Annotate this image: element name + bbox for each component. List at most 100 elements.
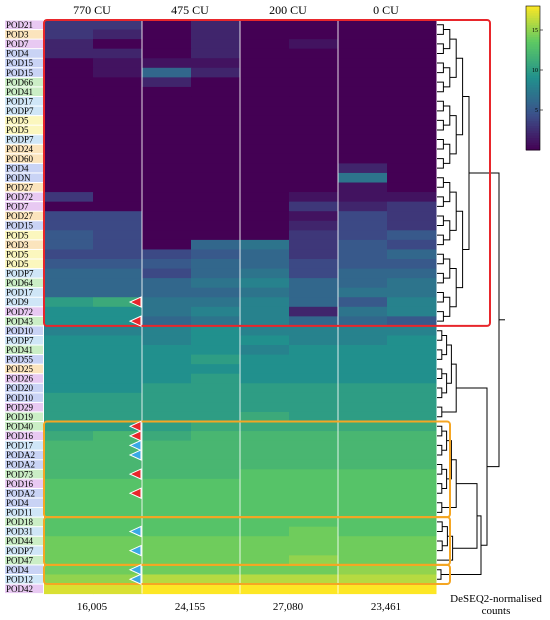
- heatmap-cell: [44, 134, 94, 145]
- heatmap-cell: [240, 125, 290, 136]
- row-label-bg: [5, 335, 43, 345]
- row-label-bg: [5, 402, 43, 412]
- row-label-bg: [5, 555, 43, 565]
- row-label-bg: [5, 221, 43, 230]
- row-label: POD60: [6, 154, 34, 164]
- dendrogram-branch: [441, 430, 448, 451]
- heatmap-cell: [338, 507, 388, 518]
- row-label-bg: [5, 469, 43, 479]
- row-label: POD5: [6, 116, 29, 126]
- heatmap-cell: [191, 134, 241, 145]
- heatmap-cell: [93, 77, 143, 88]
- colorbar-step: [526, 58, 540, 62]
- column-header: 200 CU: [269, 3, 307, 17]
- heatmap-cell: [387, 335, 437, 346]
- row-label-bg: [5, 269, 43, 278]
- heatmap-cell: [240, 58, 290, 69]
- heatmap-cell: [191, 192, 241, 203]
- heatmap-cell: [44, 20, 94, 31]
- row-label: PODP7: [6, 135, 34, 145]
- heatmap-cell: [387, 115, 437, 126]
- row-label-bg: [5, 68, 43, 77]
- heatmap-cell: [142, 48, 192, 59]
- heatmap-cell: [44, 58, 94, 69]
- column-header: 770 CU: [73, 3, 111, 17]
- colorbar-step: [526, 18, 540, 21]
- heatmap-cell: [44, 39, 94, 50]
- heatmap-cell: [338, 517, 388, 528]
- heatmap-cell: [191, 421, 241, 432]
- heatmap-cell: [93, 259, 143, 270]
- heatmap-cell: [191, 144, 241, 155]
- heatmap-cell: [387, 421, 437, 432]
- heatmap-cell: [44, 450, 94, 461]
- dendrogram-branch: [443, 182, 451, 203]
- heatmap-cell: [93, 507, 143, 518]
- colorbar-step: [526, 22, 540, 26]
- row-label-bg: [5, 498, 43, 508]
- heatmap-cell: [289, 134, 339, 145]
- heatmap-cell: [191, 373, 241, 384]
- row-label: PODN: [6, 173, 31, 183]
- heatmap-cell: [142, 364, 192, 375]
- heatmap-cell: [338, 411, 388, 423]
- colorbar-step: [526, 106, 540, 110]
- dendrogram-branch: [437, 406, 443, 418]
- heatmap-cell: [93, 278, 143, 289]
- row-label-bg: [5, 39, 43, 49]
- row-label: POD72: [6, 192, 33, 202]
- row-label: POD73: [6, 469, 34, 479]
- row-label-bg: [5, 154, 43, 163]
- row-label: POD26: [6, 374, 34, 384]
- heatmap-cell: [44, 555, 94, 566]
- heatmap-cell: [44, 220, 94, 231]
- heatmap-cell: [191, 249, 241, 260]
- heatmap-cell: [191, 39, 241, 50]
- heatmap-cell: [338, 392, 388, 403]
- row-labels: POD21POD3POD7POD4POD15POD15POD66POD41POD…: [5, 20, 43, 594]
- heatmap-cell: [142, 526, 192, 537]
- heatmap-cell: [338, 125, 388, 136]
- heatmap-cell: [142, 574, 192, 585]
- heatmap-cell: [44, 96, 94, 107]
- heatmap-cell: [93, 96, 143, 107]
- row-label-bg: [5, 49, 43, 58]
- heatmap-cell: [142, 564, 192, 575]
- heatmap-cell: [93, 163, 143, 174]
- heatmap-cell: [44, 316, 94, 327]
- heatmap-cell: [338, 106, 388, 117]
- heatmap-cell: [142, 220, 192, 231]
- heatmap-cell: [289, 354, 339, 365]
- heatmap-cell: [142, 354, 192, 365]
- heatmap-cell: [142, 517, 192, 528]
- colorbar-step: [526, 51, 540, 55]
- row-label: POD27: [6, 182, 34, 192]
- colorbar-step: [526, 145, 540, 149]
- heatmap-cell: [338, 67, 388, 78]
- heatmap-cell: [44, 564, 94, 575]
- heatmap-cell: [191, 297, 241, 308]
- dendrogram-branch: [437, 311, 444, 322]
- dendrogram-branch: [437, 100, 444, 112]
- dendrogram-branch: [437, 291, 444, 303]
- heatmap-cell: [240, 106, 290, 117]
- heatmap-cell: [387, 39, 437, 50]
- dendrogram-branch: [456, 387, 488, 546]
- heatmap-cell: [191, 306, 241, 317]
- row-label-bg: [5, 163, 43, 173]
- heatmap-cell: [191, 574, 241, 585]
- heatmap-cell: [93, 402, 143, 413]
- heatmap-cell: [289, 536, 339, 547]
- row-label: POD16: [6, 431, 34, 441]
- heatmap-cell: [338, 58, 388, 69]
- heatmap-cell: [338, 48, 388, 59]
- heatmap-cell: [44, 325, 94, 336]
- heatmap-cell: [240, 201, 290, 212]
- highlight-box: [43, 19, 491, 327]
- row-label-bg: [5, 326, 43, 335]
- heatmap-cell: [338, 325, 388, 336]
- row-label-bg: [5, 30, 43, 39]
- heatmap-cell: [191, 383, 241, 394]
- dendrogram-branch: [456, 210, 464, 289]
- heatmap-cell: [387, 345, 437, 356]
